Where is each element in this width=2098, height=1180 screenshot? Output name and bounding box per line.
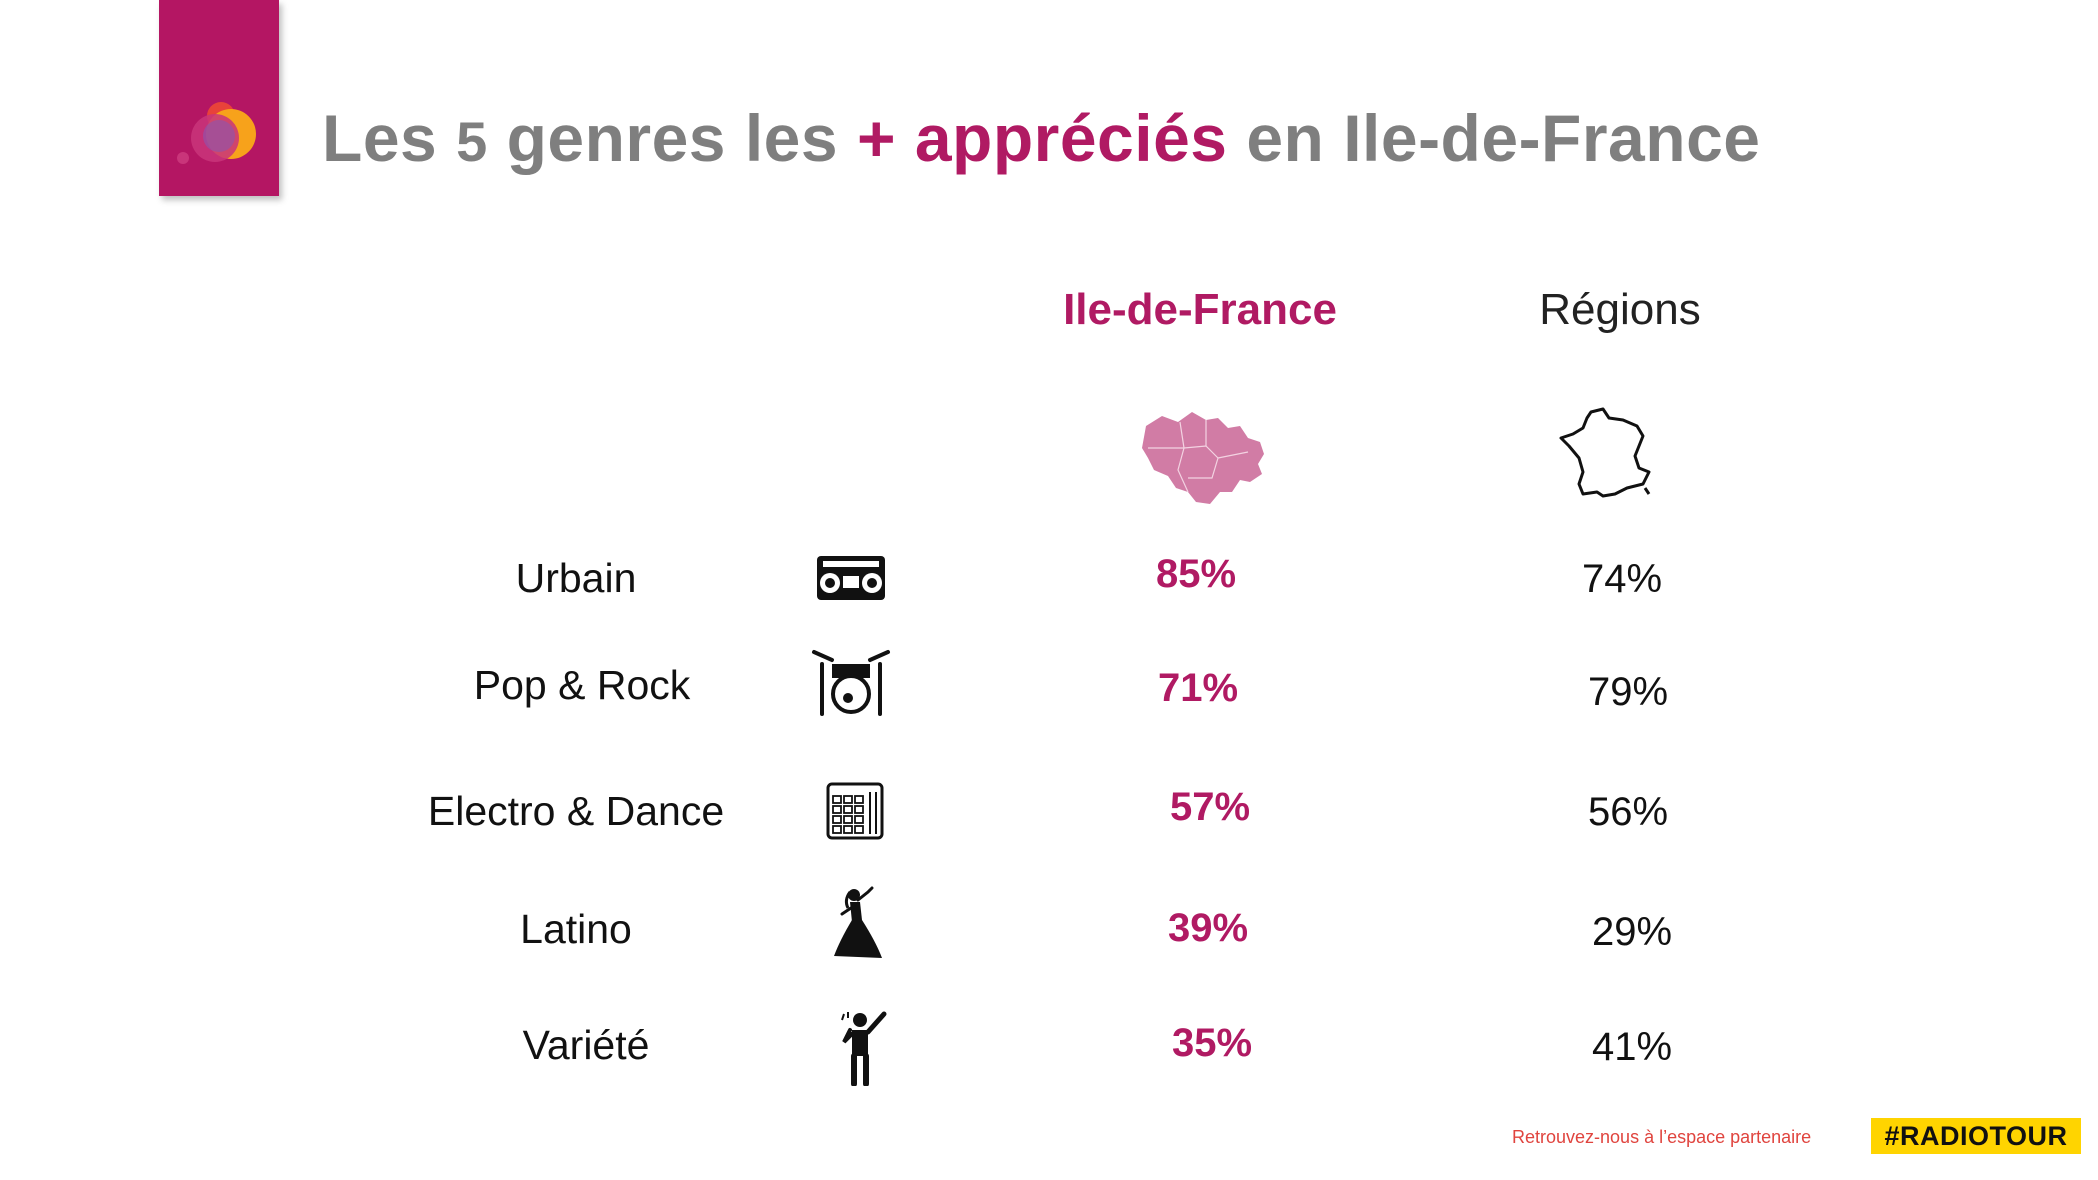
idf-value-latino: 39%: [1167, 906, 1249, 950]
genre-label-latino: Latino: [520, 906, 632, 952]
idf-value-variete: 35%: [1171, 1021, 1253, 1065]
page-title: Les 5 genres les + appréciés en Ile-de-F…: [322, 101, 1761, 175]
column-header-idf: Ile-de-France: [1063, 285, 1337, 334]
genre-label-pop-rock: Pop & Rock: [473, 662, 691, 708]
boombox-icon: [817, 556, 885, 600]
genre-label-electro-dance: Electro & Dance: [427, 788, 725, 834]
logo-block: [159, 0, 279, 196]
drum-kit-icon: [812, 650, 890, 716]
column-header-regions: Régions: [1539, 285, 1701, 334]
footer-partner-text: Retrouvez-nous à l’espace partenaire: [1512, 1127, 1812, 1147]
regions-value-pop-rock: 79%: [1587, 670, 1669, 714]
idf-value-pop-rock: 71%: [1157, 666, 1239, 710]
regions-value-urbain: 74%: [1581, 557, 1663, 601]
genre-label-variete: Variété: [522, 1022, 650, 1068]
radiotour-hashtag: #RADIOTOUR: [1871, 1118, 2081, 1154]
latin-dancer-icon: [834, 886, 882, 958]
drum-pad-icon: [826, 782, 884, 840]
logo-icon: [177, 102, 256, 164]
regions-value-electro-dance: 56%: [1587, 790, 1669, 834]
singer-icon: [841, 1011, 887, 1086]
regions-value-variete: 41%: [1591, 1025, 1673, 1069]
genre-label-urbain: Urbain: [515, 555, 637, 601]
france-map-icon: [1559, 407, 1651, 498]
ile-de-france-map-icon: [1142, 412, 1264, 504]
idf-value-electro-dance: 57%: [1169, 785, 1251, 829]
regions-value-latino: 29%: [1591, 910, 1673, 954]
idf-value-urbain: 85%: [1155, 552, 1237, 596]
